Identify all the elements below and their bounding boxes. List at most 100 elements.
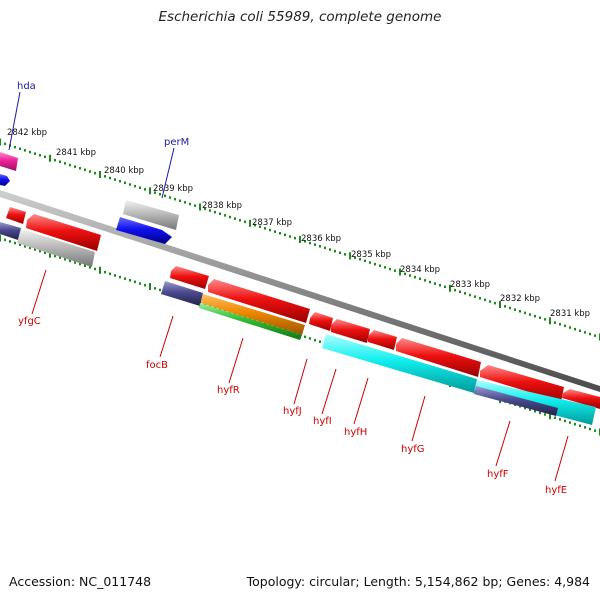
- minor-tick: [89, 266, 91, 269]
- minor-tick: [504, 305, 506, 308]
- kbp-label: 2835 kbp: [351, 250, 391, 260]
- minor-tick: [94, 267, 96, 271]
- minor-tick: [564, 419, 566, 423]
- gene-arrow-hyfJ[interactable]: [309, 312, 333, 331]
- gene-arrow[interactable]: [0, 174, 10, 186]
- minor-tick: [279, 232, 281, 235]
- gene-arrow-hyfR-green[interactable]: [199, 303, 302, 340]
- minor-tick: [134, 184, 136, 188]
- gene-label-hyfE[interactable]: hyfE: [545, 485, 567, 496]
- gene-arrow-hyfH-cyan[interactable]: [322, 334, 477, 393]
- gene-label-focB[interactable]: focB: [146, 360, 168, 371]
- minor-tick: [114, 274, 116, 277]
- minor-tick: [524, 311, 526, 315]
- gene-arrow-hyfE[interactable]: [562, 389, 600, 409]
- major-tick: [99, 171, 101, 178]
- gene-arrow-hyfR-orange[interactable]: [201, 294, 305, 335]
- minor-tick: [514, 308, 516, 311]
- minor-tick: [364, 259, 366, 263]
- leader-hyfF: [495, 420, 511, 467]
- minor-tick: [484, 298, 486, 302]
- gene-arrow-focB[interactable]: [170, 266, 209, 289]
- minor-tick: [14, 241, 16, 245]
- minor-tick: [304, 335, 306, 339]
- accession-text: Accession: NC_011748: [9, 574, 152, 589]
- gene-label-hda[interactable]: hda: [17, 81, 36, 92]
- minor-tick: [219, 212, 221, 215]
- minor-tick: [339, 251, 341, 254]
- gene-arrow-hyfR[interactable]: [208, 279, 310, 323]
- minor-tick: [464, 292, 466, 295]
- minor-tick: [439, 284, 441, 287]
- minor-tick: [59, 160, 61, 163]
- major-tick: [199, 203, 201, 211]
- kbp-label: 2839 kbp: [153, 184, 193, 194]
- minor-tick: [79, 167, 81, 170]
- gene-arrow-perM-b[interactable]: [116, 217, 172, 244]
- gene-label-hyfJ[interactable]: hyfJ: [283, 406, 302, 417]
- minor-tick: [74, 261, 76, 264]
- gene-label-hyfH[interactable]: hyfH: [344, 427, 367, 438]
- minor-tick: [19, 147, 21, 150]
- minor-tick: [69, 163, 71, 167]
- minor-tick: [409, 274, 411, 277]
- minor-tick: [134, 280, 136, 284]
- map-title: Escherichia coli 55989, complete genome: [158, 9, 442, 25]
- kbp-scale-labels: 2842 kbp 2841 kbp 2840 kbp 2839 kbp 2838…: [7, 128, 590, 319]
- leader-perM: [161, 147, 175, 199]
- kbp-label: 2836 kbp: [301, 234, 341, 244]
- minor-tick: [84, 264, 86, 267]
- minor-tick: [69, 259, 71, 263]
- gene-arrow-perM[interactable]: [123, 200, 179, 230]
- gene-arrow-yfgC[interactable]: [26, 214, 101, 251]
- minor-tick: [184, 201, 186, 204]
- minor-tick: [274, 230, 276, 233]
- minor-tick: [589, 332, 591, 336]
- minor-tick: [244, 220, 246, 224]
- minor-tick: [554, 321, 556, 324]
- gene-label-perM[interactable]: perM: [164, 137, 189, 148]
- kbp-label: 2831 kbp: [550, 309, 590, 319]
- minor-tick: [189, 202, 191, 206]
- minor-tick: [494, 301, 496, 305]
- minor-tick: [239, 219, 241, 222]
- gene-arrow-hyfF-slate[interactable]: [474, 386, 558, 416]
- minor-tick: [329, 248, 331, 251]
- gene-arrow-hyfG[interactable]: [396, 338, 481, 377]
- gene-label-hyfR[interactable]: hyfR: [217, 385, 240, 396]
- minor-tick: [309, 241, 311, 245]
- gene-label-hyfG[interactable]: hyfG: [401, 444, 425, 455]
- gene-arrow-yfgC-grey[interactable]: [17, 229, 95, 267]
- genome-backbone: [0, 190, 600, 392]
- minor-tick: [569, 326, 571, 329]
- minor-tick: [234, 217, 236, 220]
- major-tick: [499, 301, 501, 308]
- minor-tick: [129, 279, 131, 282]
- gene-label-hyfF[interactable]: hyfF: [487, 469, 509, 480]
- minor-tick: [34, 248, 36, 251]
- reverse-strand-genes-row2: [0, 222, 596, 425]
- leader-hyfG: [411, 395, 426, 442]
- leader-hyfI: [321, 368, 337, 415]
- gene-label-yfgC[interactable]: yfgC: [18, 316, 41, 327]
- gene-arrow-hda[interactable]: [0, 152, 18, 171]
- minor-tick: [574, 327, 576, 331]
- gene-arrow[interactable]: [0, 222, 21, 240]
- major-tick: [549, 317, 551, 325]
- minor-tick: [4, 142, 6, 146]
- gene-arrow-hyfI[interactable]: [331, 319, 370, 343]
- major-tick: [99, 266, 101, 274]
- gene-arrow[interactable]: [6, 207, 26, 224]
- minor-tick: [314, 243, 316, 246]
- minor-tick: [159, 193, 161, 196]
- gene-arrow-focB-slate[interactable]: [161, 281, 203, 306]
- gene-arrow-hyfF[interactable]: [480, 365, 564, 402]
- minor-tick: [554, 416, 556, 419]
- minor-tick: [284, 233, 286, 237]
- minor-tick: [529, 408, 531, 411]
- gene-arrow-hyfH[interactable]: [368, 330, 397, 350]
- gene-label-hyfI[interactable]: hyfI: [313, 416, 332, 427]
- minor-tick: [534, 314, 536, 318]
- minor-tick: [209, 209, 211, 212]
